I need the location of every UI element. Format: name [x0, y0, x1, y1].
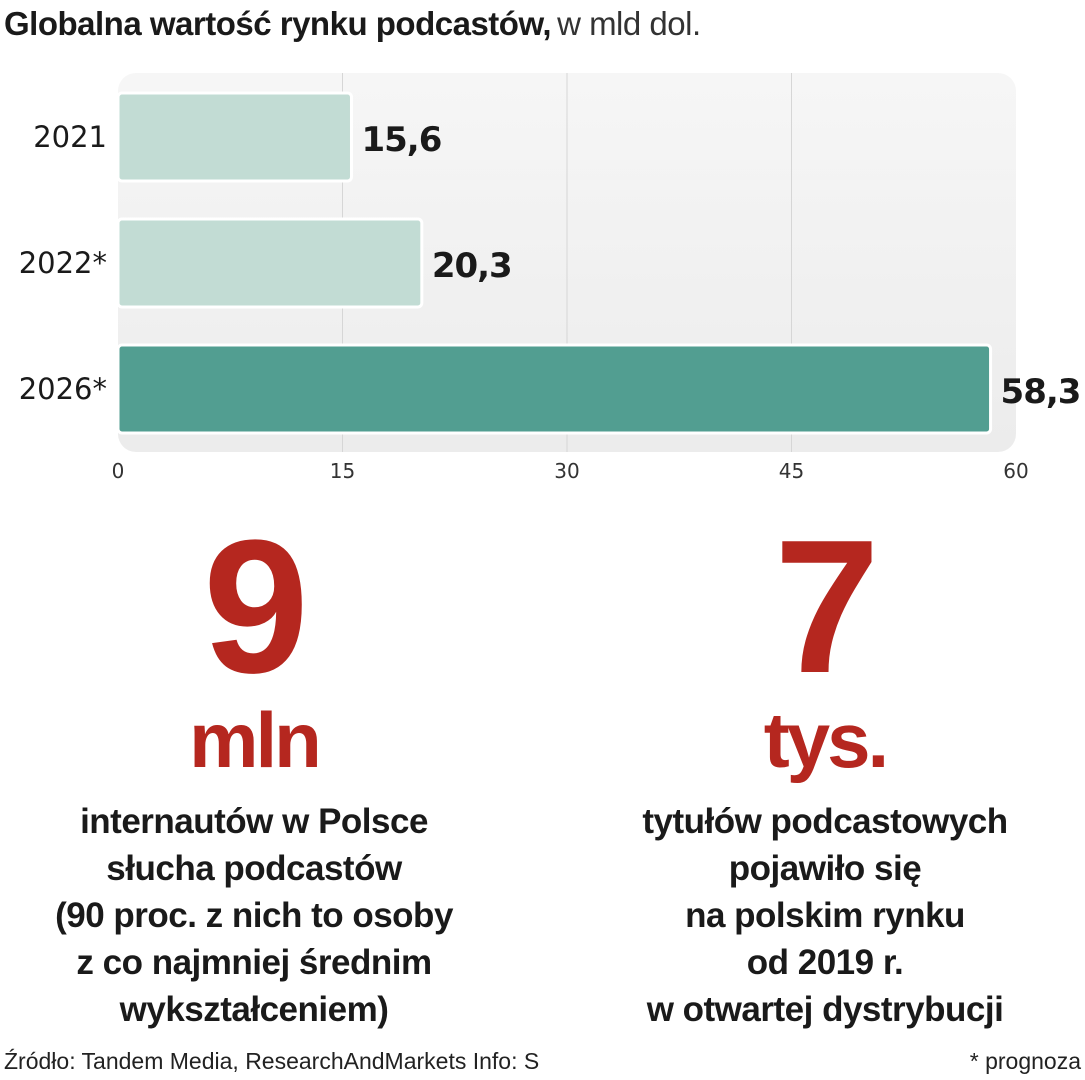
bar-2026-forecast: [116, 343, 993, 435]
bar-chart: 2021 15,6 2022* 20,3 2026* 58,3 0 15 30 45 60: [19, 73, 1081, 483]
category-label-2022-forecast: 2022*: [19, 246, 107, 280]
x-tick-label-15: 15: [330, 459, 355, 483]
bar-2022-forecast: [116, 217, 424, 309]
x-tick-label-30: 30: [554, 459, 579, 483]
stat-podcast-titles-number: 7: [774, 501, 880, 713]
value-label-2026-forecast: 58,3: [1001, 372, 1081, 412]
stat-podcast-titles-unit: tys.: [763, 696, 889, 784]
forecast-note: * prognoza: [969, 1048, 1081, 1074]
bar-2021: [116, 91, 353, 183]
stat-podcast-titles: 7 tys. tytułów podcastowych pojawiło się…: [565, 501, 1085, 1033]
stat-internet-users-unit: mln: [189, 696, 322, 784]
category-label-2021: 2021: [33, 120, 107, 154]
category-label-2026-forecast: 2026*: [19, 372, 107, 406]
stat-internet-users-number: 9: [203, 501, 309, 713]
x-tick-label-60: 60: [1003, 459, 1028, 483]
stat-podcast-titles-description: tytułów podcastowych pojawiło się na pol…: [642, 802, 1008, 1029]
chart-title-bold: Globalna wartość rynku podcastów,: [4, 5, 552, 42]
value-label-2021: 15,6: [361, 120, 441, 160]
chart-title-unit: w mld dol.: [557, 5, 701, 42]
source-note: Źródło: Tandem Media, ResearchAndMarkets…: [4, 1048, 540, 1074]
stat-internet-users-description: internautów w Polsce słucha podcastów (9…: [55, 802, 453, 1029]
x-tick-label-45: 45: [779, 459, 804, 483]
value-label-2022-forecast: 20,3: [432, 246, 512, 286]
x-tick-label-0: 0: [112, 459, 125, 483]
chart-title: Globalna wartość rynku podcastów, w mld d…: [4, 4, 701, 44]
stat-internet-users: 9 mln internautów w Polsce słucha podcas…: [0, 501, 514, 1033]
